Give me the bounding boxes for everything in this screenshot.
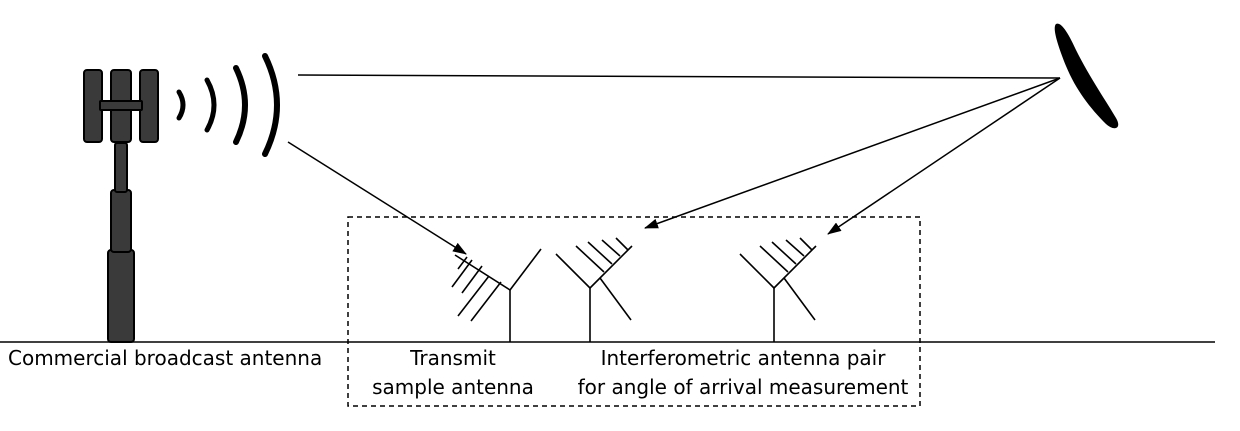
interferometric-label-line1: Interferometric antenna pair (601, 346, 887, 370)
transmit-label-line2: sample antenna (372, 375, 534, 399)
broadcast-antenna-label: Commercial broadcast antenna (8, 346, 322, 370)
echo-arrow-left (644, 77, 1061, 229)
interferometric-antenna-right-icon (739, 237, 817, 342)
broadcast-tower-icon (83, 69, 159, 343)
echo-arrow-right (827, 77, 1061, 235)
transmit-sample-antenna-icon (451, 248, 542, 342)
radio-waves-icon (176, 53, 280, 157)
interferometric-antenna-left-icon (555, 237, 633, 342)
reference-signal-arrow (287, 141, 467, 255)
receiver-dashed-box (347, 216, 921, 407)
direct-path-line (297, 74, 1061, 79)
aircraft-target-icon (1054, 23, 1119, 129)
interferometric-label-line2: for angle of arrival measurement (578, 375, 909, 399)
transmit-label-line1: Transmit (409, 346, 496, 370)
